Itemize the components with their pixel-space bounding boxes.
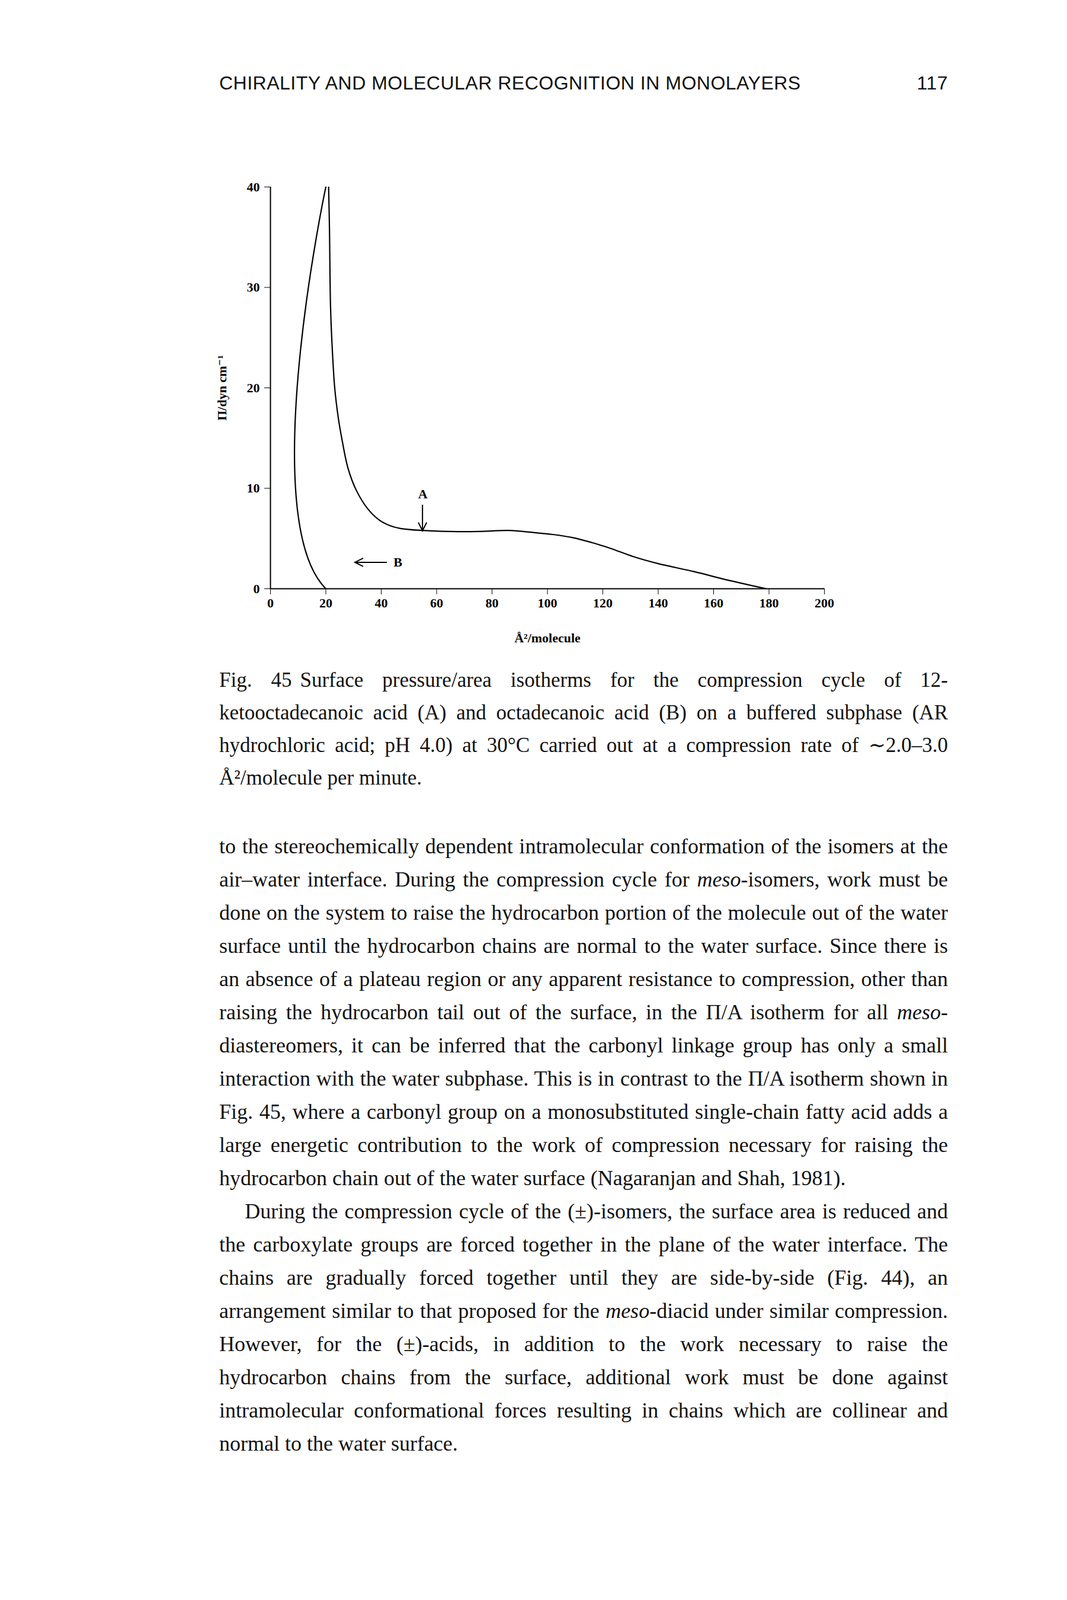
svg-text:0: 0 [267, 595, 274, 611]
svg-text:40: 40 [375, 595, 389, 611]
svg-text:Å²/molecule: Å²/molecule [514, 630, 581, 646]
svg-text:30: 30 [247, 279, 261, 295]
svg-text:20: 20 [247, 380, 261, 396]
svg-text:200: 200 [814, 595, 835, 611]
svg-text:B: B [393, 554, 403, 570]
svg-text:140: 140 [648, 595, 669, 611]
svg-text:80: 80 [485, 595, 499, 611]
svg-text:0: 0 [253, 581, 261, 597]
svg-text:100: 100 [537, 595, 558, 611]
html-text:During the compression cycle o: During the compression cycle of the (±)-… [219, 1199, 948, 1456]
svg-text:60: 60 [430, 595, 444, 611]
html-text:to the stereochemically depend: to the stereochemically dependent intram… [219, 834, 948, 1190]
svg-text:40: 40 [247, 179, 261, 195]
svg-text:Π/dyn cm⁻¹: Π/dyn cm⁻¹ [214, 354, 230, 421]
svg-text:A: A [418, 486, 428, 502]
svg-text:180: 180 [759, 595, 780, 611]
html-text:Fig. 45 Surface pressure/area: Fig. 45 Surface pressure/area isotherms … [219, 668, 948, 790]
html-text:117: 117 [916, 72, 948, 94]
html-text:CHIRALITY AND MOLECULAR RECOGN: CHIRALITY AND MOLECULAR RECOGNITION IN M… [219, 72, 801, 94]
svg-text:120: 120 [593, 595, 613, 611]
svg-text:160: 160 [703, 595, 724, 611]
svg-text:20: 20 [319, 595, 333, 611]
svg-text:10: 10 [247, 480, 261, 496]
